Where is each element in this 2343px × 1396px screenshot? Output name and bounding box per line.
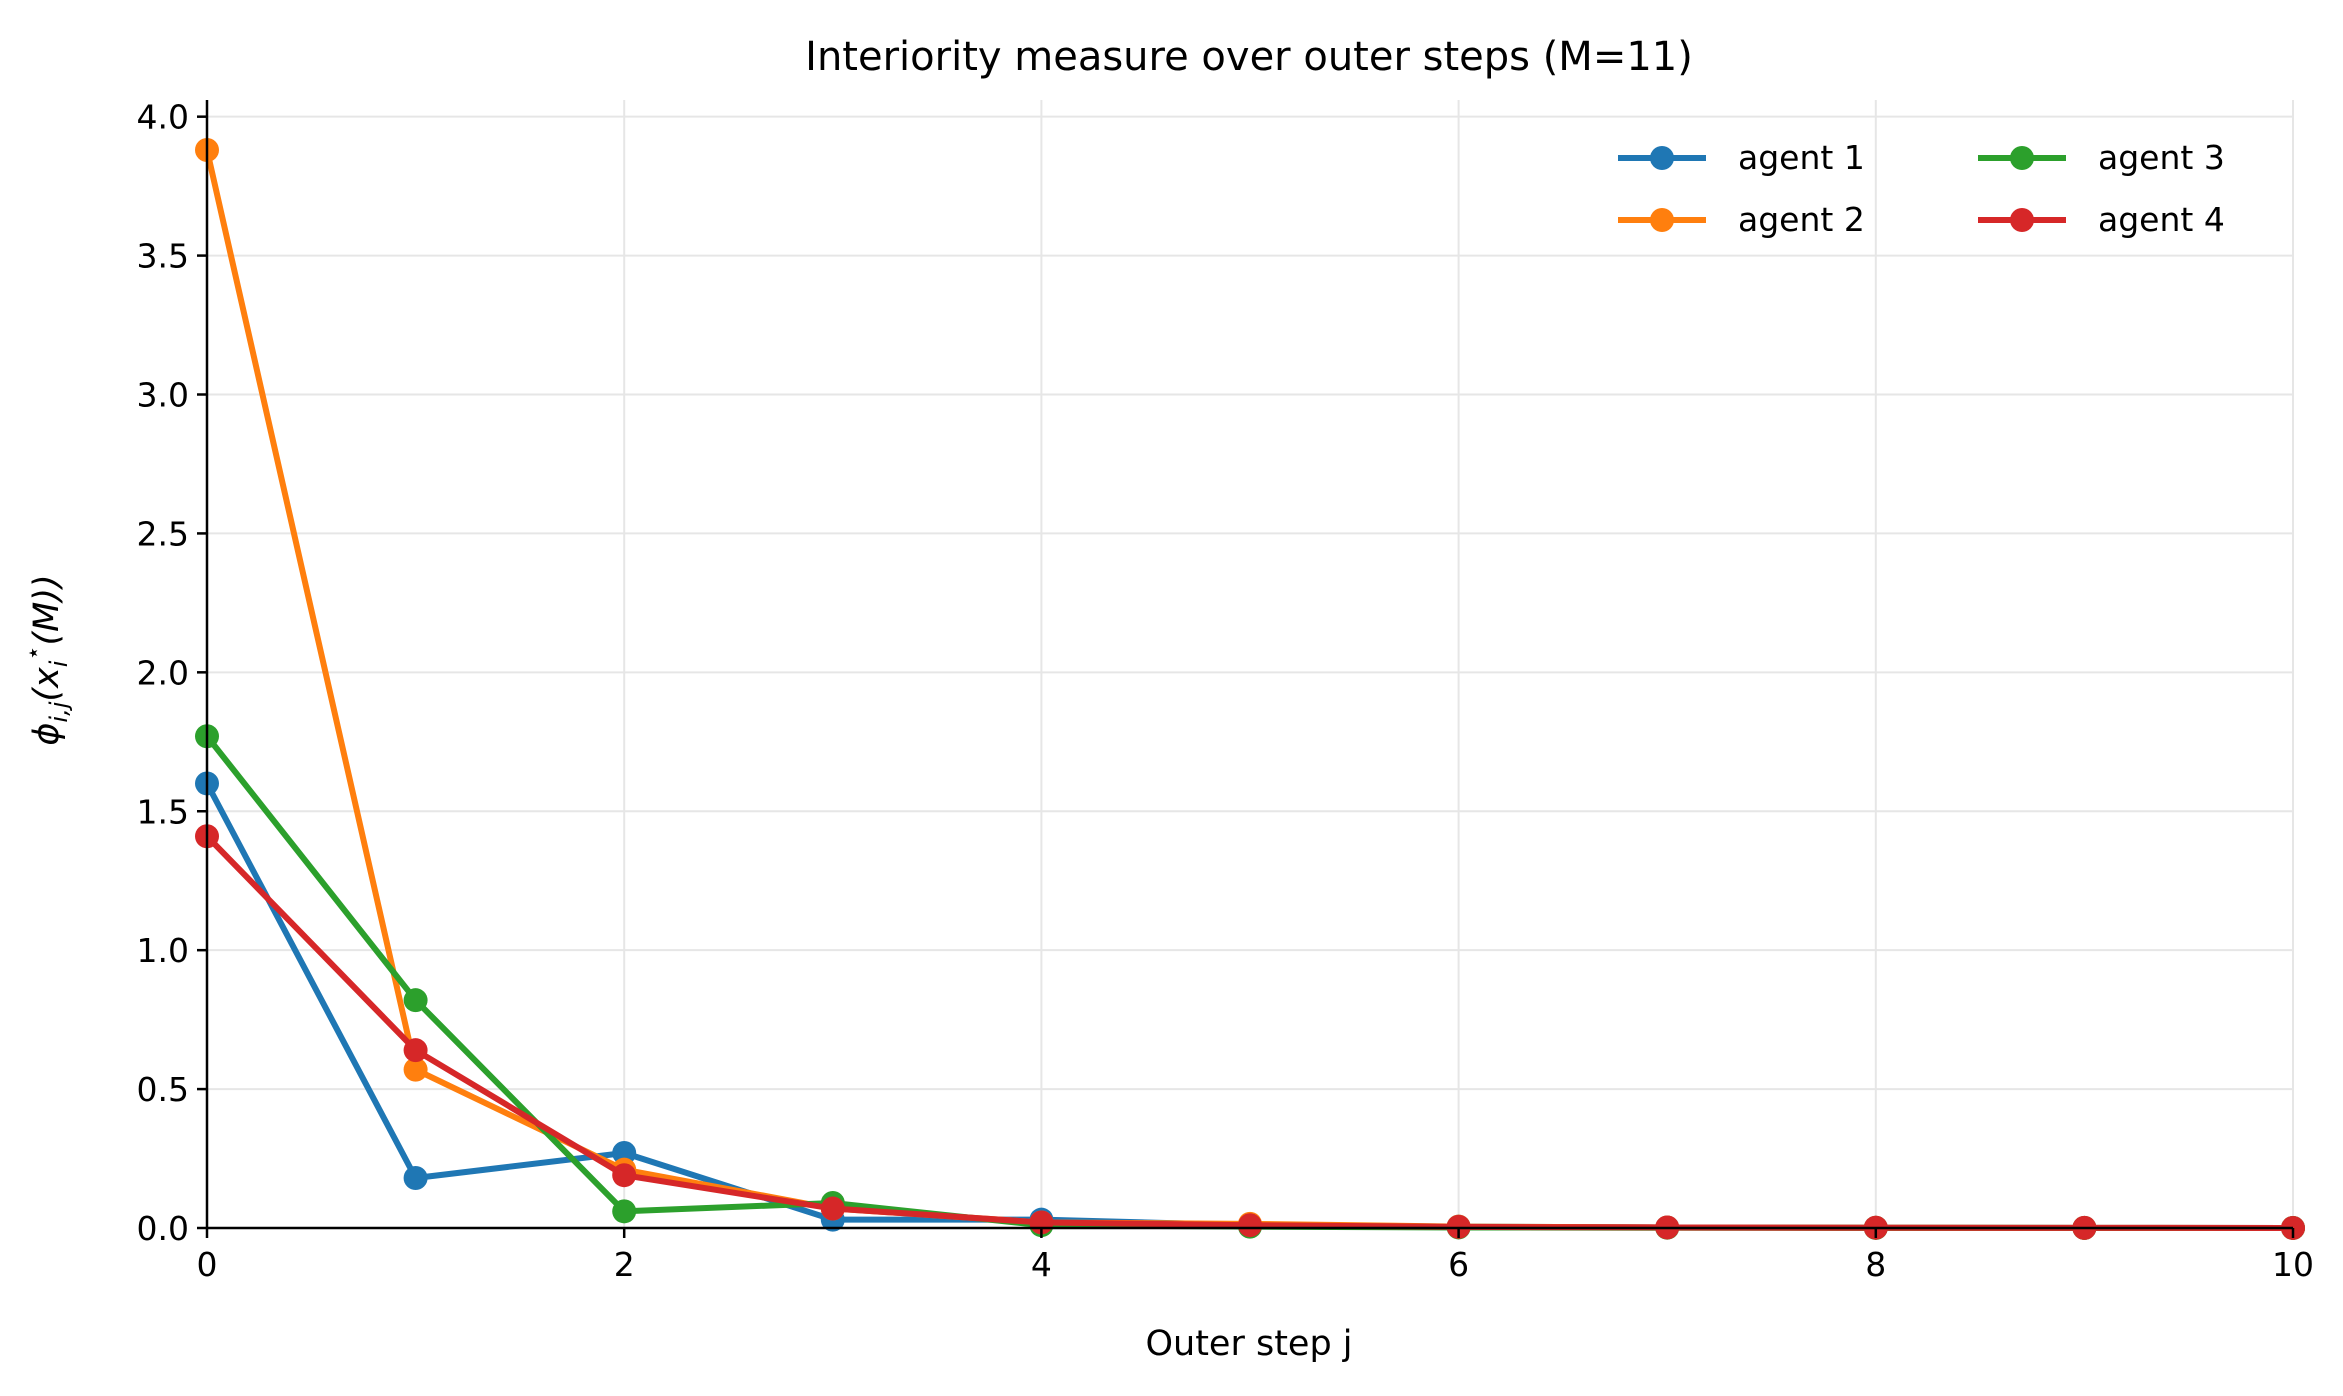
axes-layer: 0 2 4 6 8 10 0.0 0.5 1.0 1.5 2.0 2.5 3.0 3.5 4.0 (137, 98, 2314, 1284)
y-tick-label: 2.5 (137, 514, 189, 553)
data-point (403, 1165, 428, 1190)
legend-item: agent 2 (1618, 200, 1865, 239)
y-tick-label: 2.0 (137, 653, 189, 692)
x-tick-label: 8 (1865, 1245, 1886, 1284)
y-tick-label: 3.5 (137, 237, 189, 276)
data-point (820, 1196, 845, 1221)
x-tick-label: 0 (197, 1245, 218, 1284)
legend-label: agent 1 (1738, 138, 1865, 177)
y-tick-label: 3.0 (137, 376, 189, 415)
y-tick-label: 1.0 (137, 931, 189, 970)
grid-layer (206, 100, 2294, 1229)
x-tick-label: 4 (1031, 1245, 1052, 1284)
y-tick-label: 4.0 (137, 98, 189, 137)
data-point (612, 1163, 637, 1188)
data-point (612, 1140, 637, 1165)
data-point (403, 988, 428, 1013)
legend-label: agent 4 (2098, 200, 2225, 239)
x-tick-label: 2 (614, 1245, 635, 1284)
x-tick-label: 6 (1448, 1245, 1469, 1284)
chart-title: Interiority measure over outer steps (M=… (805, 34, 1693, 80)
legend-marker (2010, 208, 2034, 232)
legend-marker (2010, 146, 2034, 170)
x-tick-label: 10 (2272, 1245, 2314, 1284)
y-tick-label: 0.0 (137, 1209, 189, 1248)
data-point (612, 1199, 637, 1224)
y-axis-label: ϕi,j(xi⋆(M)) (19, 574, 73, 745)
legend-item: agent 1 (1618, 138, 1865, 177)
legend-item: agent 4 (1978, 200, 2225, 239)
data-point (1238, 1213, 1262, 1238)
x-axis-label: Outer step j (1145, 1324, 1352, 1364)
legend-label: agent 3 (2098, 138, 2225, 177)
legend-label: agent 2 (1738, 200, 1865, 239)
legend-marker (1650, 208, 1674, 232)
legend-item: agent 3 (1978, 138, 2225, 177)
data-point (403, 1057, 428, 1082)
data-point (403, 1038, 428, 1063)
legend: agent 1 agent 2 agent 3 agent 4 (1618, 138, 2225, 239)
y-tick-label: 1.5 (137, 792, 189, 831)
legend-marker (1650, 146, 1674, 170)
y-tick-label: 0.5 (137, 1070, 189, 1109)
